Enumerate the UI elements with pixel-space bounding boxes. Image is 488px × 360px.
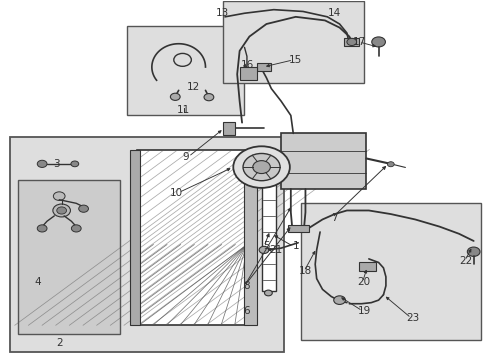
Bar xyxy=(222,1,363,83)
Text: 14: 14 xyxy=(327,8,341,18)
Bar xyxy=(358,262,375,271)
Circle shape xyxy=(79,205,88,212)
Text: 16: 16 xyxy=(240,60,253,70)
Bar xyxy=(10,137,283,352)
Circle shape xyxy=(252,161,270,174)
Circle shape xyxy=(386,162,393,167)
Circle shape xyxy=(346,39,356,45)
Circle shape xyxy=(233,146,289,188)
Text: 12: 12 xyxy=(186,82,200,92)
Bar xyxy=(281,134,366,189)
Bar xyxy=(300,203,480,339)
Text: 10: 10 xyxy=(169,188,183,198)
Text: 22: 22 xyxy=(459,256,472,266)
Text: 4: 4 xyxy=(34,277,41,287)
Bar xyxy=(344,39,358,45)
Text: 23: 23 xyxy=(405,313,419,323)
Text: 11: 11 xyxy=(177,105,190,115)
Text: 6: 6 xyxy=(243,306,250,316)
Text: 18: 18 xyxy=(298,266,311,276)
Bar xyxy=(127,26,244,116)
Text: 5: 5 xyxy=(263,241,269,251)
Circle shape xyxy=(264,290,272,296)
Circle shape xyxy=(71,161,79,167)
Text: 2: 2 xyxy=(56,338,62,348)
Circle shape xyxy=(170,93,180,100)
Circle shape xyxy=(57,207,66,214)
Circle shape xyxy=(259,246,268,253)
Bar xyxy=(130,149,140,325)
Circle shape xyxy=(467,247,479,256)
Text: 1: 1 xyxy=(292,241,298,251)
Circle shape xyxy=(37,225,47,232)
Circle shape xyxy=(203,94,213,101)
Bar xyxy=(18,180,120,334)
Circle shape xyxy=(53,192,65,201)
Text: 9: 9 xyxy=(183,152,189,162)
Text: 19: 19 xyxy=(357,306,370,316)
Text: 8: 8 xyxy=(243,281,250,291)
Bar xyxy=(137,149,246,325)
Circle shape xyxy=(243,153,280,181)
Circle shape xyxy=(71,225,81,232)
Circle shape xyxy=(37,160,47,167)
Circle shape xyxy=(53,204,70,217)
Bar xyxy=(244,149,256,325)
Text: 15: 15 xyxy=(288,55,302,65)
Bar xyxy=(222,122,234,135)
Text: 21: 21 xyxy=(269,245,282,255)
Bar xyxy=(288,225,308,232)
Bar xyxy=(263,167,274,176)
Text: 20: 20 xyxy=(357,277,370,287)
Bar xyxy=(261,173,276,291)
Circle shape xyxy=(371,37,385,47)
Text: 7: 7 xyxy=(331,213,337,222)
Text: 3: 3 xyxy=(53,159,60,169)
Bar xyxy=(256,63,271,71)
Text: 17: 17 xyxy=(352,37,365,47)
Circle shape xyxy=(333,296,345,305)
Text: 13: 13 xyxy=(216,8,229,18)
Bar xyxy=(239,67,256,80)
